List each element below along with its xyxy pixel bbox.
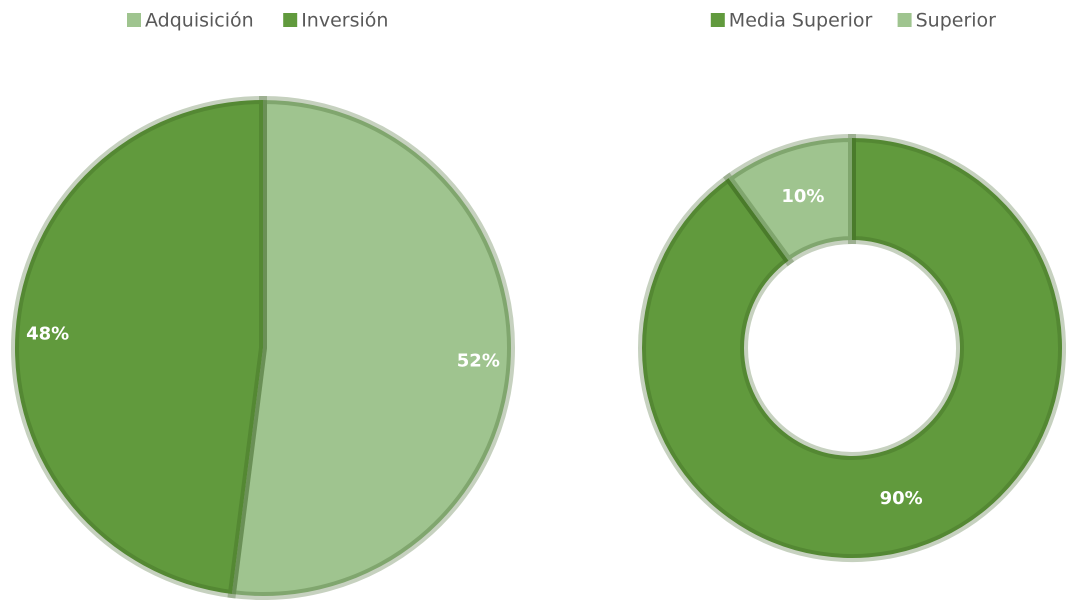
slice: [638, 133, 1066, 562]
legend-swatch: [710, 13, 725, 27]
value-label: 52%: [457, 351, 500, 372]
legend-swatch: [127, 13, 141, 27]
legend-swatch: [897, 13, 912, 27]
slice: [11, 95, 267, 599]
value-label: 48%: [26, 323, 69, 344]
legend-text: Adquisición: [145, 10, 254, 32]
value-label: 90%: [880, 488, 923, 509]
legend-text: Inversión: [301, 10, 388, 32]
legend-swatch: [283, 13, 298, 27]
slice: [227, 95, 515, 600]
value-label: 10%: [781, 186, 824, 207]
legend-text: Superior: [916, 10, 997, 32]
slice: [722, 133, 856, 267]
legend-text: Media Superior: [729, 10, 873, 32]
